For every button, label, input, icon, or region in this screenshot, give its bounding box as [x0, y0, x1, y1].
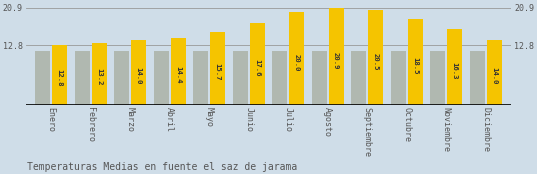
Text: 20.5: 20.5 — [373, 53, 379, 71]
Bar — [233, 51, 248, 105]
Text: 12.8: 12.8 — [56, 69, 62, 87]
Bar — [408, 19, 423, 105]
Bar — [114, 51, 129, 105]
Bar — [431, 51, 446, 105]
Bar — [250, 23, 265, 105]
Bar — [154, 51, 169, 105]
Bar — [312, 51, 327, 105]
Bar — [52, 45, 67, 105]
Bar — [171, 38, 186, 105]
Text: 14.0: 14.0 — [491, 67, 497, 84]
Text: 20.9: 20.9 — [333, 52, 339, 70]
Bar — [487, 40, 502, 105]
Bar — [75, 51, 90, 105]
Bar — [210, 32, 225, 105]
Text: 13.2: 13.2 — [96, 68, 102, 86]
Bar — [329, 8, 344, 105]
Bar — [368, 10, 383, 105]
Bar — [91, 44, 106, 105]
Bar — [289, 12, 304, 105]
Bar — [272, 51, 287, 105]
Text: Temperaturas Medias en fuente el saz de jarama: Temperaturas Medias en fuente el saz de … — [27, 162, 297, 172]
Text: 14.0: 14.0 — [135, 67, 142, 84]
Bar — [193, 51, 208, 105]
Bar — [447, 29, 462, 105]
Bar — [35, 51, 50, 105]
Text: 20.0: 20.0 — [294, 54, 300, 72]
Bar — [470, 51, 485, 105]
Text: 15.7: 15.7 — [215, 63, 221, 81]
Text: 18.5: 18.5 — [412, 57, 418, 75]
Bar — [131, 40, 146, 105]
Bar — [351, 51, 366, 105]
Bar — [391, 51, 406, 105]
Text: 16.3: 16.3 — [452, 62, 458, 79]
Text: 17.6: 17.6 — [254, 59, 260, 77]
Text: 14.4: 14.4 — [175, 66, 181, 83]
